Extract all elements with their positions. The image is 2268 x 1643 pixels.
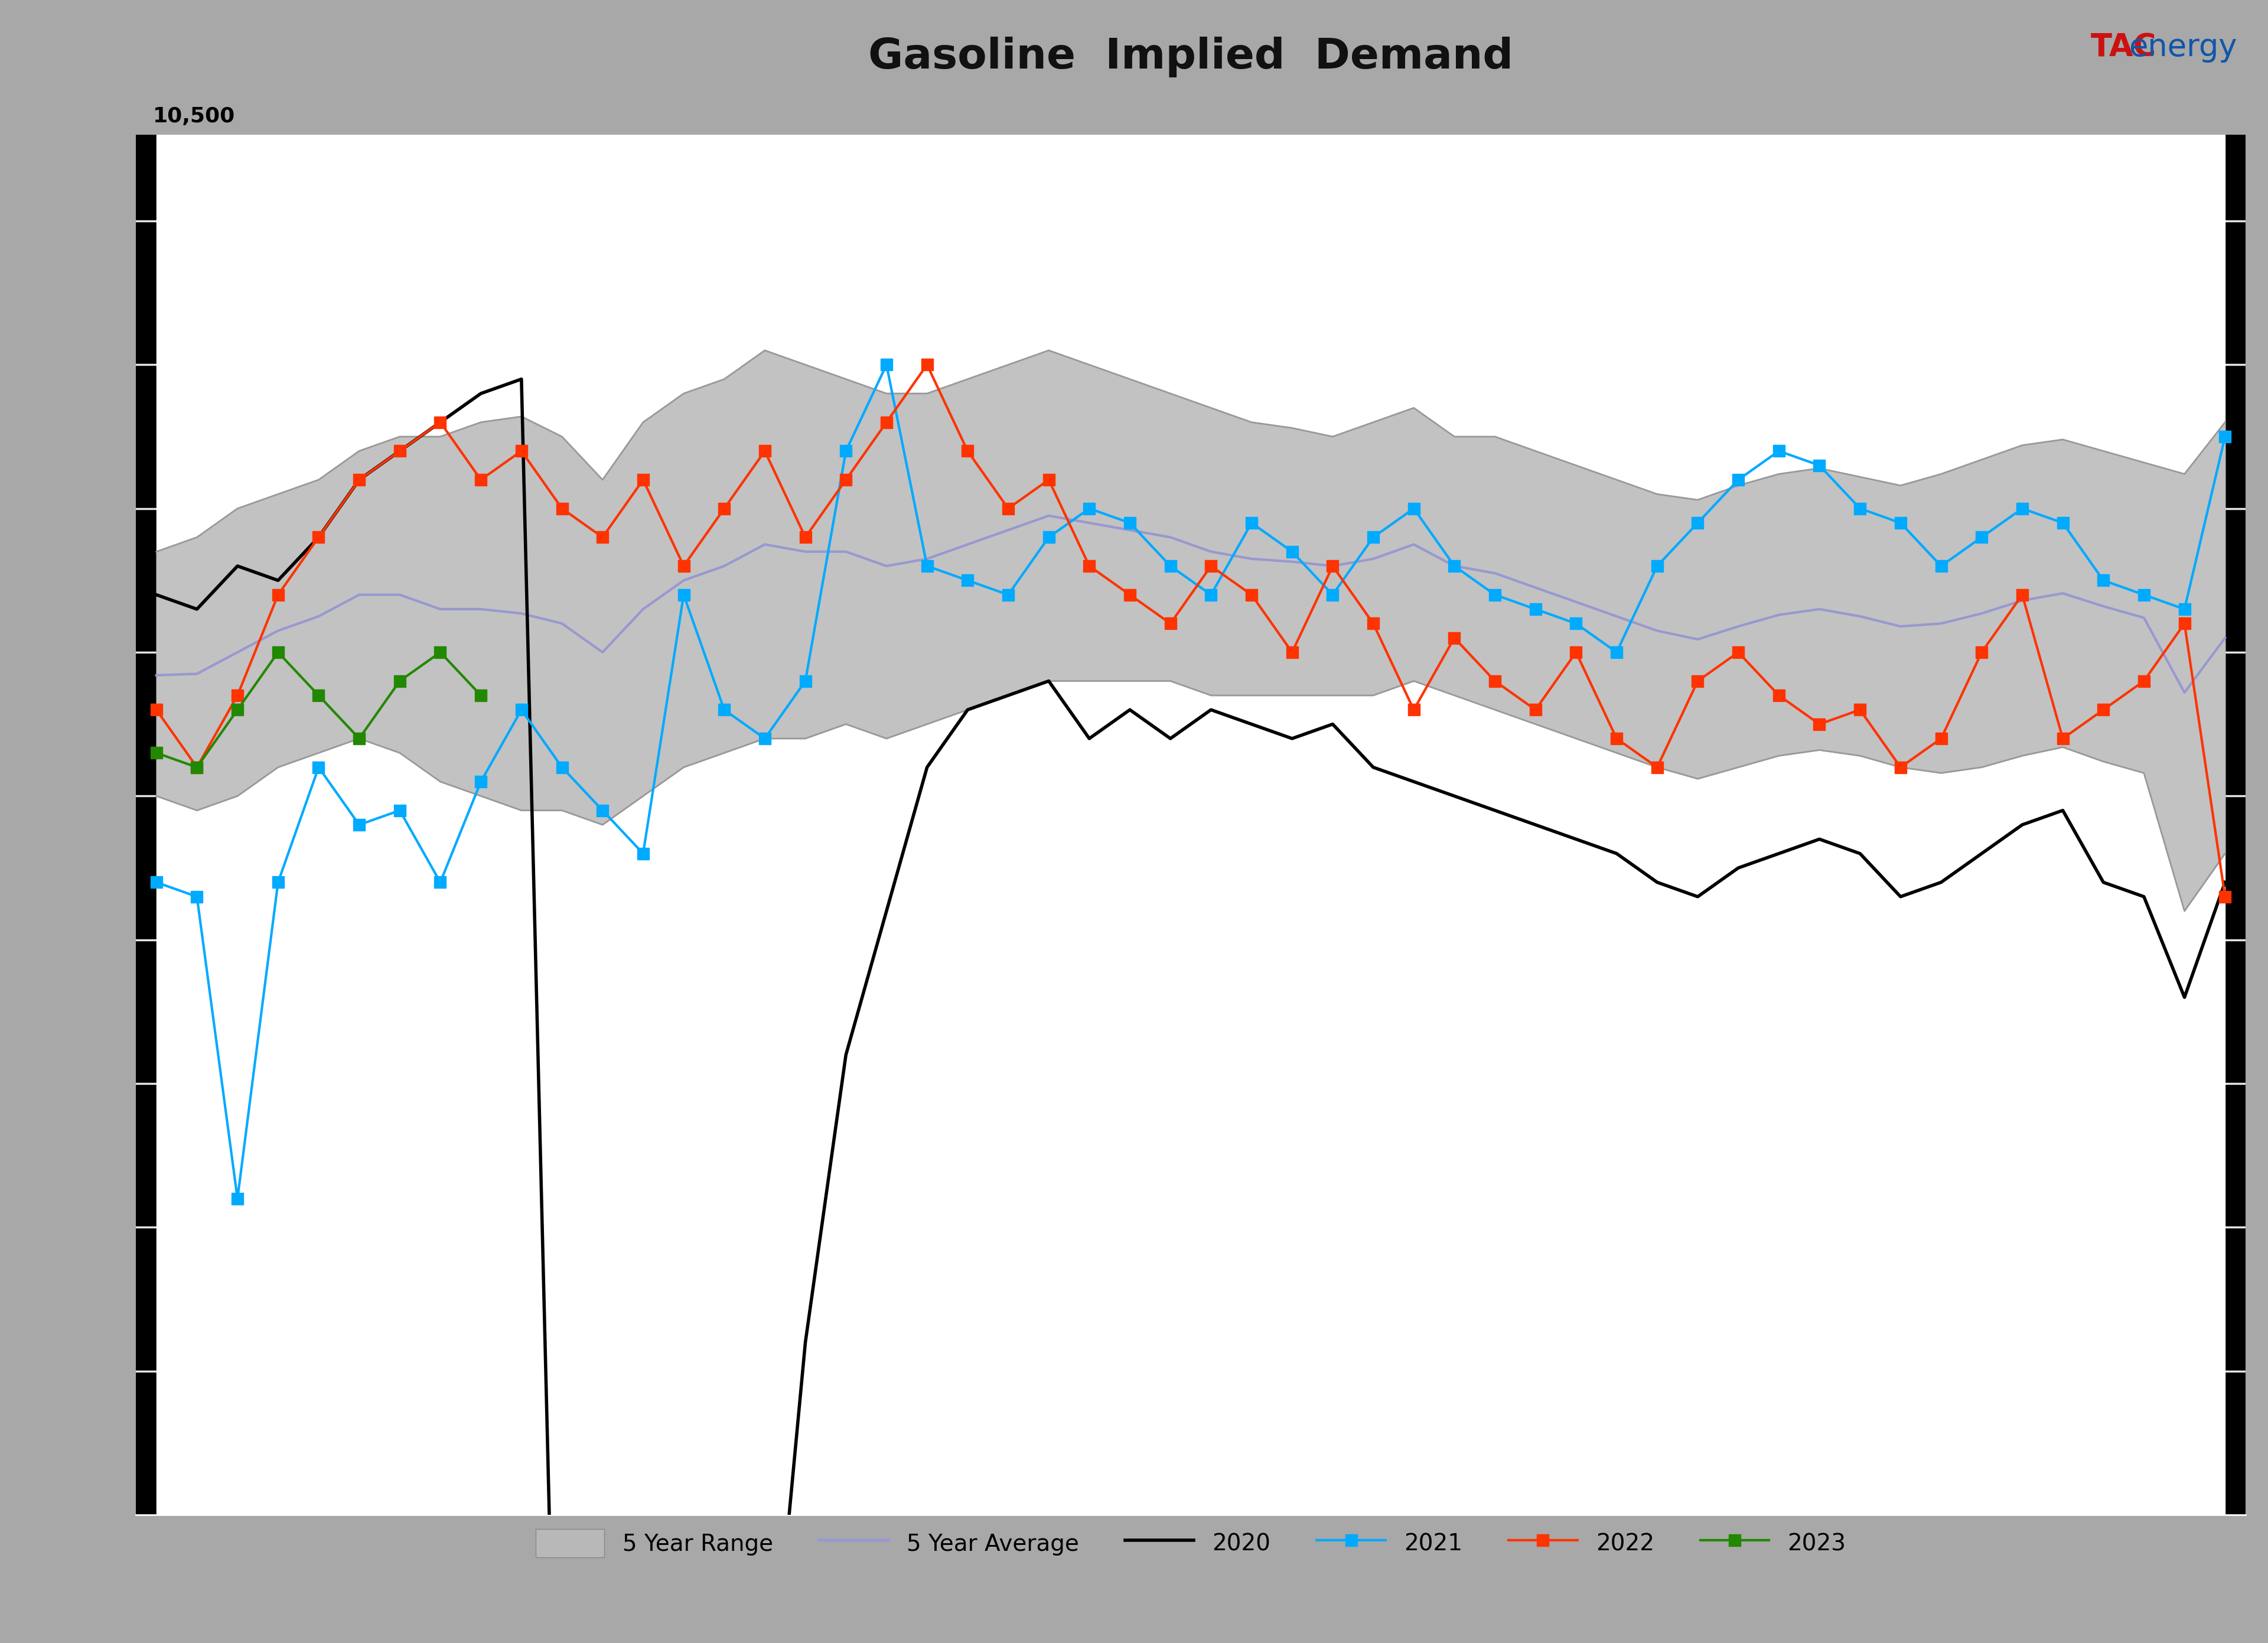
Text: 10,500: 10,500 — [152, 107, 236, 127]
Legend: 5 Year Range, 5 Year Average, 2020, 2021, 2022, 2023: 5 Year Range, 5 Year Average, 2020, 2021… — [526, 1520, 1855, 1566]
Text: energy: energy — [2127, 31, 2236, 62]
Text: Gasoline  Implied  Demand: Gasoline Implied Demand — [869, 36, 1513, 77]
Text: TAC: TAC — [2091, 31, 2157, 62]
